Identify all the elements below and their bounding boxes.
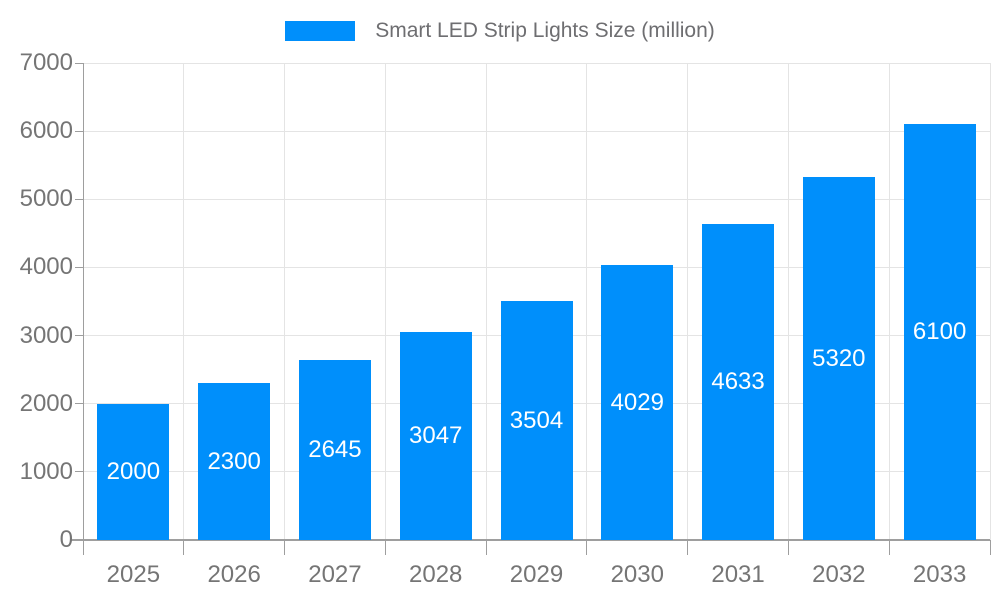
- y-axis-tick-label: 5000: [19, 185, 73, 213]
- bar[interactable]: 2300: [198, 383, 271, 540]
- y-axis-tick-label: 4000: [19, 253, 73, 281]
- x-axis-tick: [384, 540, 386, 555]
- chart-legend[interactable]: Smart LED Strip Lights Size (million): [0, 16, 1000, 46]
- x-axis-tick: [586, 540, 588, 555]
- gridline: [83, 130, 990, 132]
- bar-value-label: 5320: [812, 344, 866, 372]
- y-axis-tick: [75, 403, 83, 405]
- x-axis-tick: [888, 540, 890, 555]
- gridline: [687, 63, 689, 540]
- bar-value-label: 2300: [207, 447, 261, 475]
- x-axis-tick-label: 2030: [610, 561, 664, 588]
- x-axis-tick: [284, 540, 286, 555]
- x-axis-tick-label: 2028: [409, 561, 463, 588]
- x-axis-tick: [183, 540, 185, 555]
- gridline: [384, 63, 386, 540]
- gridline: [888, 63, 890, 540]
- y-axis-tick-label: 3000: [19, 321, 73, 349]
- bar[interactable]: 4633: [702, 224, 775, 540]
- gridline: [83, 266, 990, 268]
- legend-swatch: [285, 21, 356, 41]
- x-axis-tick-label: 2029: [509, 561, 564, 588]
- bar-value-label: 3047: [409, 422, 463, 450]
- bar[interactable]: 5320: [802, 177, 875, 540]
- x-axis-tick-label: 2032: [812, 561, 866, 588]
- gridline: [485, 63, 487, 540]
- bar[interactable]: 6100: [903, 124, 976, 540]
- x-axis-line: [71, 539, 990, 541]
- x-axis-tick-label: 2027: [308, 561, 362, 588]
- bar-value-label: 6100: [912, 318, 967, 346]
- x-axis-tick: [485, 540, 487, 555]
- bar-value-label: 2645: [308, 435, 362, 463]
- y-axis-line: [83, 63, 84, 540]
- gridline: [284, 63, 286, 540]
- x-axis-tick-label: 2026: [207, 561, 261, 588]
- x-axis-tick-label: 2031: [711, 561, 765, 588]
- x-axis-tick: [787, 540, 789, 555]
- legend-label: Smart LED Strip Lights Size (million): [375, 19, 715, 42]
- y-axis-tick: [75, 198, 83, 200]
- y-axis-tick-label: 1000: [19, 457, 73, 485]
- y-axis-tick: [75, 130, 83, 132]
- gridline: [83, 62, 990, 64]
- x-axis-tick: [687, 540, 689, 555]
- y-axis-tick: [75, 335, 83, 337]
- x-axis-tick-label: 2025: [106, 561, 161, 588]
- plot-area: 2000 2300 2645 3047 3504 4029 4633 5320 6100: [71, 62, 991, 555]
- gridline: [989, 63, 991, 540]
- bar[interactable]: 2000: [97, 403, 170, 540]
- y-axis-tick: [75, 62, 83, 64]
- bar-value-label: 3504: [509, 406, 564, 434]
- y-axis-tick-label: 7000: [19, 49, 73, 76]
- bar[interactable]: 2645: [298, 359, 371, 540]
- bar[interactable]: 3504: [500, 301, 573, 540]
- bar-value-label: 4029: [610, 388, 664, 416]
- x-axis-tick-label: 2033: [912, 561, 967, 588]
- y-axis-tick: [75, 471, 83, 473]
- y-axis-tick: [75, 266, 83, 268]
- bar[interactable]: 3047: [399, 332, 472, 540]
- gridline: [787, 63, 789, 540]
- bar-value-label: 4633: [711, 368, 765, 396]
- bar[interactable]: 4029: [601, 265, 674, 540]
- y-axis-tick-label: 0: [59, 526, 73, 553]
- gridline: [83, 198, 990, 200]
- x-axis-tick: [82, 540, 84, 555]
- bar-value-label: 2000: [106, 457, 161, 485]
- x-axis-tick: [989, 540, 991, 555]
- y-axis-tick-label: 6000: [19, 117, 73, 145]
- gridline: [183, 63, 185, 540]
- gridline: [586, 63, 588, 540]
- y-axis-tick-label: 2000: [19, 389, 73, 417]
